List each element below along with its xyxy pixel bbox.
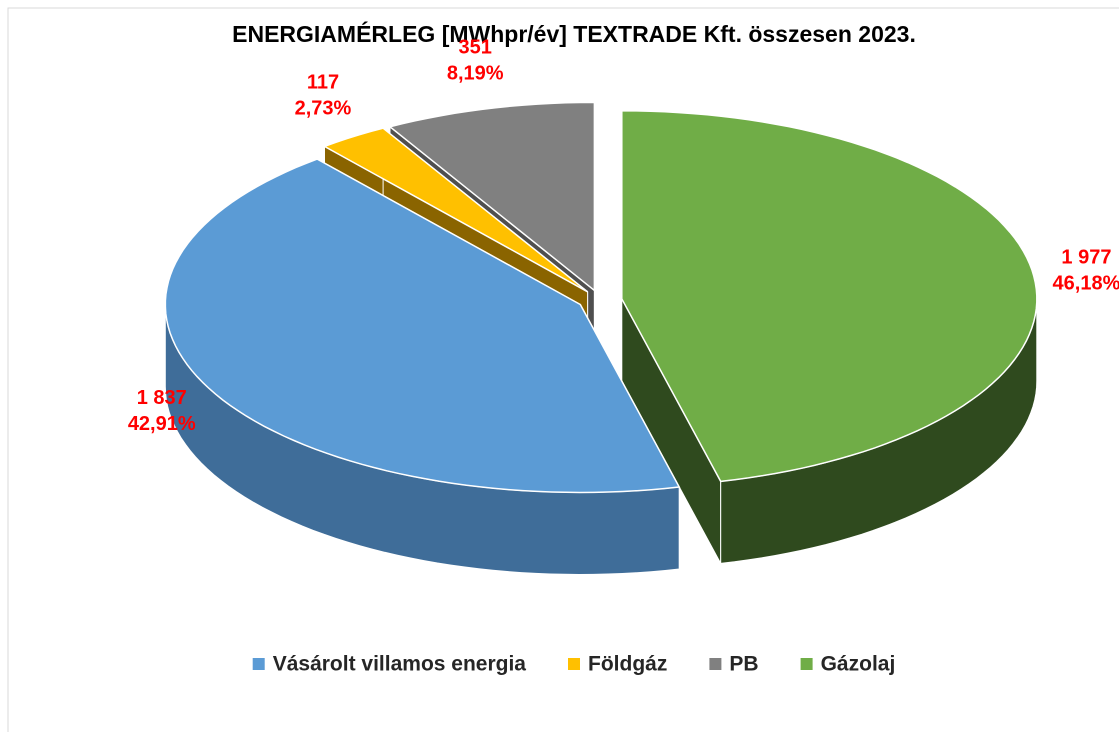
- legend: Vásárolt villamos energia Földgáz PB Gázola…: [252, 653, 896, 676]
- percent-label: 8,19%: [447, 62, 504, 84]
- legend-item: Vásárolt villamos energia: [252, 653, 527, 676]
- chart-title: ENERGIAMÉRLEG [MWhpr/év] TEXTRADE Kft. ö…: [232, 20, 916, 47]
- legend-swatch: [568, 658, 580, 670]
- legend-label: Földgáz: [588, 653, 667, 676]
- slice: [164, 158, 681, 576]
- slice-top: [388, 101, 596, 292]
- slice-top: [164, 158, 681, 494]
- data-label: 1 837: [137, 387, 187, 409]
- data-label: 351: [459, 36, 492, 58]
- legend-label: Gázolaj: [821, 653, 896, 676]
- percent-label: 46,18%: [1053, 273, 1119, 295]
- slice-top: [621, 110, 1038, 483]
- legend-swatch: [709, 658, 722, 670]
- percent-label: 42,91%: [128, 413, 196, 435]
- percent-label: 2,73%: [295, 98, 352, 120]
- legend-label: PB: [729, 653, 758, 676]
- legend-swatch: [800, 658, 813, 670]
- legend-swatch: [252, 658, 265, 670]
- data-label: 117: [307, 72, 339, 94]
- legend-item: Gázolaj: [800, 653, 896, 676]
- data-label: 1 977: [1061, 247, 1111, 269]
- legend-item: PB: [709, 653, 759, 676]
- slice-top: [322, 127, 589, 293]
- pie: 1 837 42,91% 117 2,73% 351 8,19% 1 977 46,18%: [128, 36, 1119, 576]
- legend-label: Vásárolt villamos energia: [273, 653, 527, 676]
- slice: [621, 110, 1038, 564]
- legend-item: Földgáz: [568, 653, 667, 676]
